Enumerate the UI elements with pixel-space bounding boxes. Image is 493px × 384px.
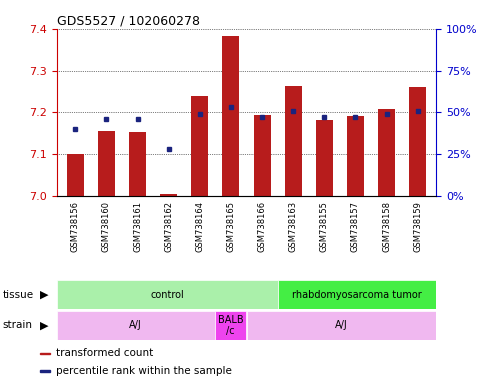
- Text: BALB
/c: BALB /c: [218, 314, 244, 336]
- Text: A/J: A/J: [129, 320, 142, 331]
- Bar: [253, 115, 271, 196]
- Text: A/J: A/J: [335, 320, 348, 331]
- Text: percentile rank within the sample: percentile rank within the sample: [56, 366, 232, 376]
- Text: rhabdomyosarcoma tumor: rhabdomyosarcoma tumor: [292, 290, 422, 300]
- Text: strain: strain: [2, 320, 33, 331]
- Bar: [316, 120, 333, 196]
- Bar: [409, 87, 426, 196]
- Bar: [98, 131, 115, 196]
- Text: ▶: ▶: [40, 320, 49, 331]
- Bar: [284, 86, 302, 196]
- Bar: [57, 311, 215, 340]
- Bar: [67, 154, 84, 196]
- Text: control: control: [150, 290, 184, 300]
- Bar: [191, 96, 209, 196]
- Bar: [222, 36, 240, 196]
- Bar: [347, 116, 364, 196]
- Bar: [378, 109, 395, 196]
- Text: transformed count: transformed count: [56, 348, 153, 358]
- Text: ▶: ▶: [40, 290, 49, 300]
- Bar: [40, 371, 50, 372]
- Bar: [160, 194, 177, 196]
- Text: tissue: tissue: [2, 290, 34, 300]
- Bar: [278, 280, 436, 309]
- Bar: [40, 353, 50, 354]
- Bar: [57, 280, 278, 309]
- Bar: [215, 311, 246, 340]
- Bar: [246, 311, 436, 340]
- Bar: [129, 132, 146, 196]
- Text: GDS5527 / 102060278: GDS5527 / 102060278: [57, 15, 200, 28]
